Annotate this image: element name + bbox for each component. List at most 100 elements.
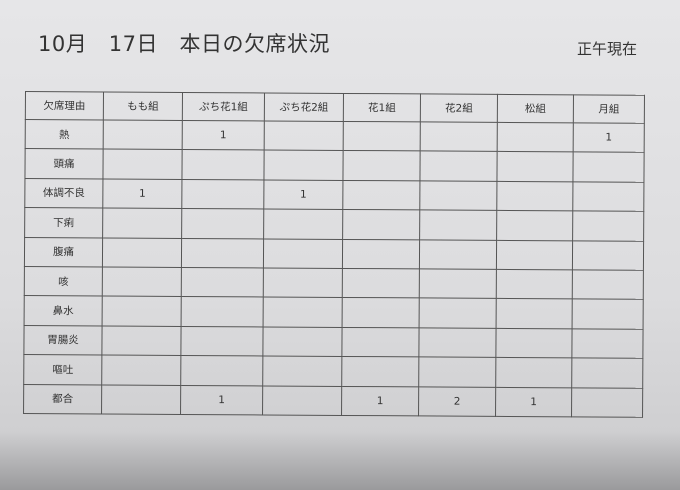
count-cell — [102, 208, 182, 239]
count-cell — [181, 296, 264, 327]
count-cell: 1 — [341, 385, 419, 416]
count-cell — [572, 240, 644, 271]
column-header: もも組 — [103, 91, 183, 121]
count-cell — [102, 237, 182, 268]
count-cell: 1 — [495, 386, 572, 417]
count-cell — [263, 267, 343, 298]
count-cell — [263, 150, 344, 181]
absence-table: 欠席理由 もも組 ぷち花1組 ぷち花2組 花1組 花2組 松組 月組 熱 1 1 頭痛 体調不良 1 1 下… — [23, 91, 645, 418]
count-cell — [263, 238, 343, 269]
count-cell — [572, 211, 644, 241]
table-row: 熱 1 1 — [25, 119, 645, 153]
count-cell: 1 — [180, 384, 263, 415]
count-cell — [496, 269, 573, 300]
count-cell — [181, 238, 264, 268]
table-row: 嘔吐 — [23, 354, 643, 388]
count-cell — [495, 328, 573, 358]
column-header: 花2組 — [420, 93, 498, 123]
count-cell — [102, 266, 182, 297]
count-cell — [180, 326, 264, 357]
count-cell — [420, 121, 498, 152]
count-cell — [496, 239, 573, 270]
table-row: 都合 1 1 2 1 — [23, 384, 643, 418]
count-cell — [181, 179, 264, 210]
count-cell — [572, 181, 644, 212]
column-header: 欠席理由 — [25, 91, 104, 120]
count-cell — [419, 298, 497, 329]
count-cell — [419, 210, 497, 240]
reason-cell: 下痢 — [24, 207, 103, 238]
count-cell — [181, 267, 264, 298]
count-cell — [342, 268, 420, 299]
reason-cell: 腹痛 — [24, 237, 103, 267]
count-cell — [342, 180, 420, 211]
column-header: 月組 — [573, 94, 645, 124]
count-cell — [419, 268, 497, 299]
reason-cell: 都合 — [23, 384, 102, 414]
reason-cell: 体調不良 — [24, 178, 103, 209]
count-cell — [341, 327, 420, 358]
count-cell — [181, 208, 264, 239]
page-title: 10月 17日 本日の欠席状況 — [38, 32, 330, 56]
table-row: 咳 — [24, 266, 644, 300]
count-cell — [496, 298, 573, 329]
count-cell: 1 — [573, 122, 645, 153]
count-cell: 1 — [182, 120, 265, 151]
count-cell: 2 — [418, 386, 496, 417]
count-cell — [264, 120, 344, 151]
table-row: 腹痛 — [24, 237, 644, 271]
count-cell — [101, 325, 182, 356]
table-row: 頭痛 — [24, 148, 645, 183]
count-cell — [571, 357, 643, 388]
count-cell — [419, 239, 497, 270]
count-cell — [101, 384, 181, 415]
count-cell — [181, 149, 265, 180]
count-cell: 1 — [263, 179, 343, 210]
count-cell: 1 — [102, 178, 182, 209]
count-cell — [103, 119, 183, 150]
count-cell — [342, 297, 420, 328]
reason-cell: 胃腸炎 — [23, 325, 103, 356]
count-cell — [102, 149, 183, 180]
count-cell — [572, 299, 644, 330]
count-cell — [101, 355, 181, 385]
table-row: 鼻水 — [24, 295, 644, 330]
count-cell — [102, 296, 182, 327]
count-cell — [180, 355, 263, 386]
reason-cell: 咳 — [24, 266, 103, 297]
count-cell — [262, 326, 343, 357]
reason-cell: 頭痛 — [24, 148, 104, 179]
reason-cell: 熱 — [25, 119, 104, 150]
count-cell — [495, 357, 572, 388]
count-cell — [419, 151, 498, 182]
count-cell — [341, 356, 419, 387]
column-header: 花1組 — [343, 93, 421, 122]
count-cell — [418, 357, 496, 387]
count-cell — [419, 180, 497, 211]
count-cell — [343, 121, 421, 152]
count-cell — [418, 327, 497, 358]
count-cell — [571, 328, 644, 359]
table-row: 下痢 — [24, 207, 644, 241]
count-cell — [572, 152, 645, 183]
column-header: 松組 — [497, 94, 574, 123]
reason-cell: 鼻水 — [24, 295, 103, 326]
count-cell — [571, 387, 643, 418]
column-header: ぷち花1組 — [182, 92, 265, 121]
as-of-label: 正午現在 — [577, 40, 638, 58]
count-cell — [342, 150, 421, 181]
table-row: 体調不良 1 1 — [24, 178, 644, 212]
count-cell — [342, 239, 420, 269]
column-header: ぷち花2組 — [264, 92, 344, 122]
count-cell — [496, 151, 574, 182]
count-cell — [496, 181, 573, 212]
count-cell — [342, 209, 420, 240]
reason-cell: 嘔吐 — [23, 354, 102, 385]
count-cell — [262, 385, 342, 416]
count-cell — [572, 269, 644, 300]
table-header-row: 欠席理由 もも組 ぷち花1組 ぷち花2組 花1組 花2組 松組 月組 — [25, 91, 645, 124]
count-cell — [262, 356, 342, 386]
table-row: 胃腸炎 — [23, 325, 644, 359]
count-cell — [263, 297, 343, 328]
count-cell — [497, 122, 574, 153]
